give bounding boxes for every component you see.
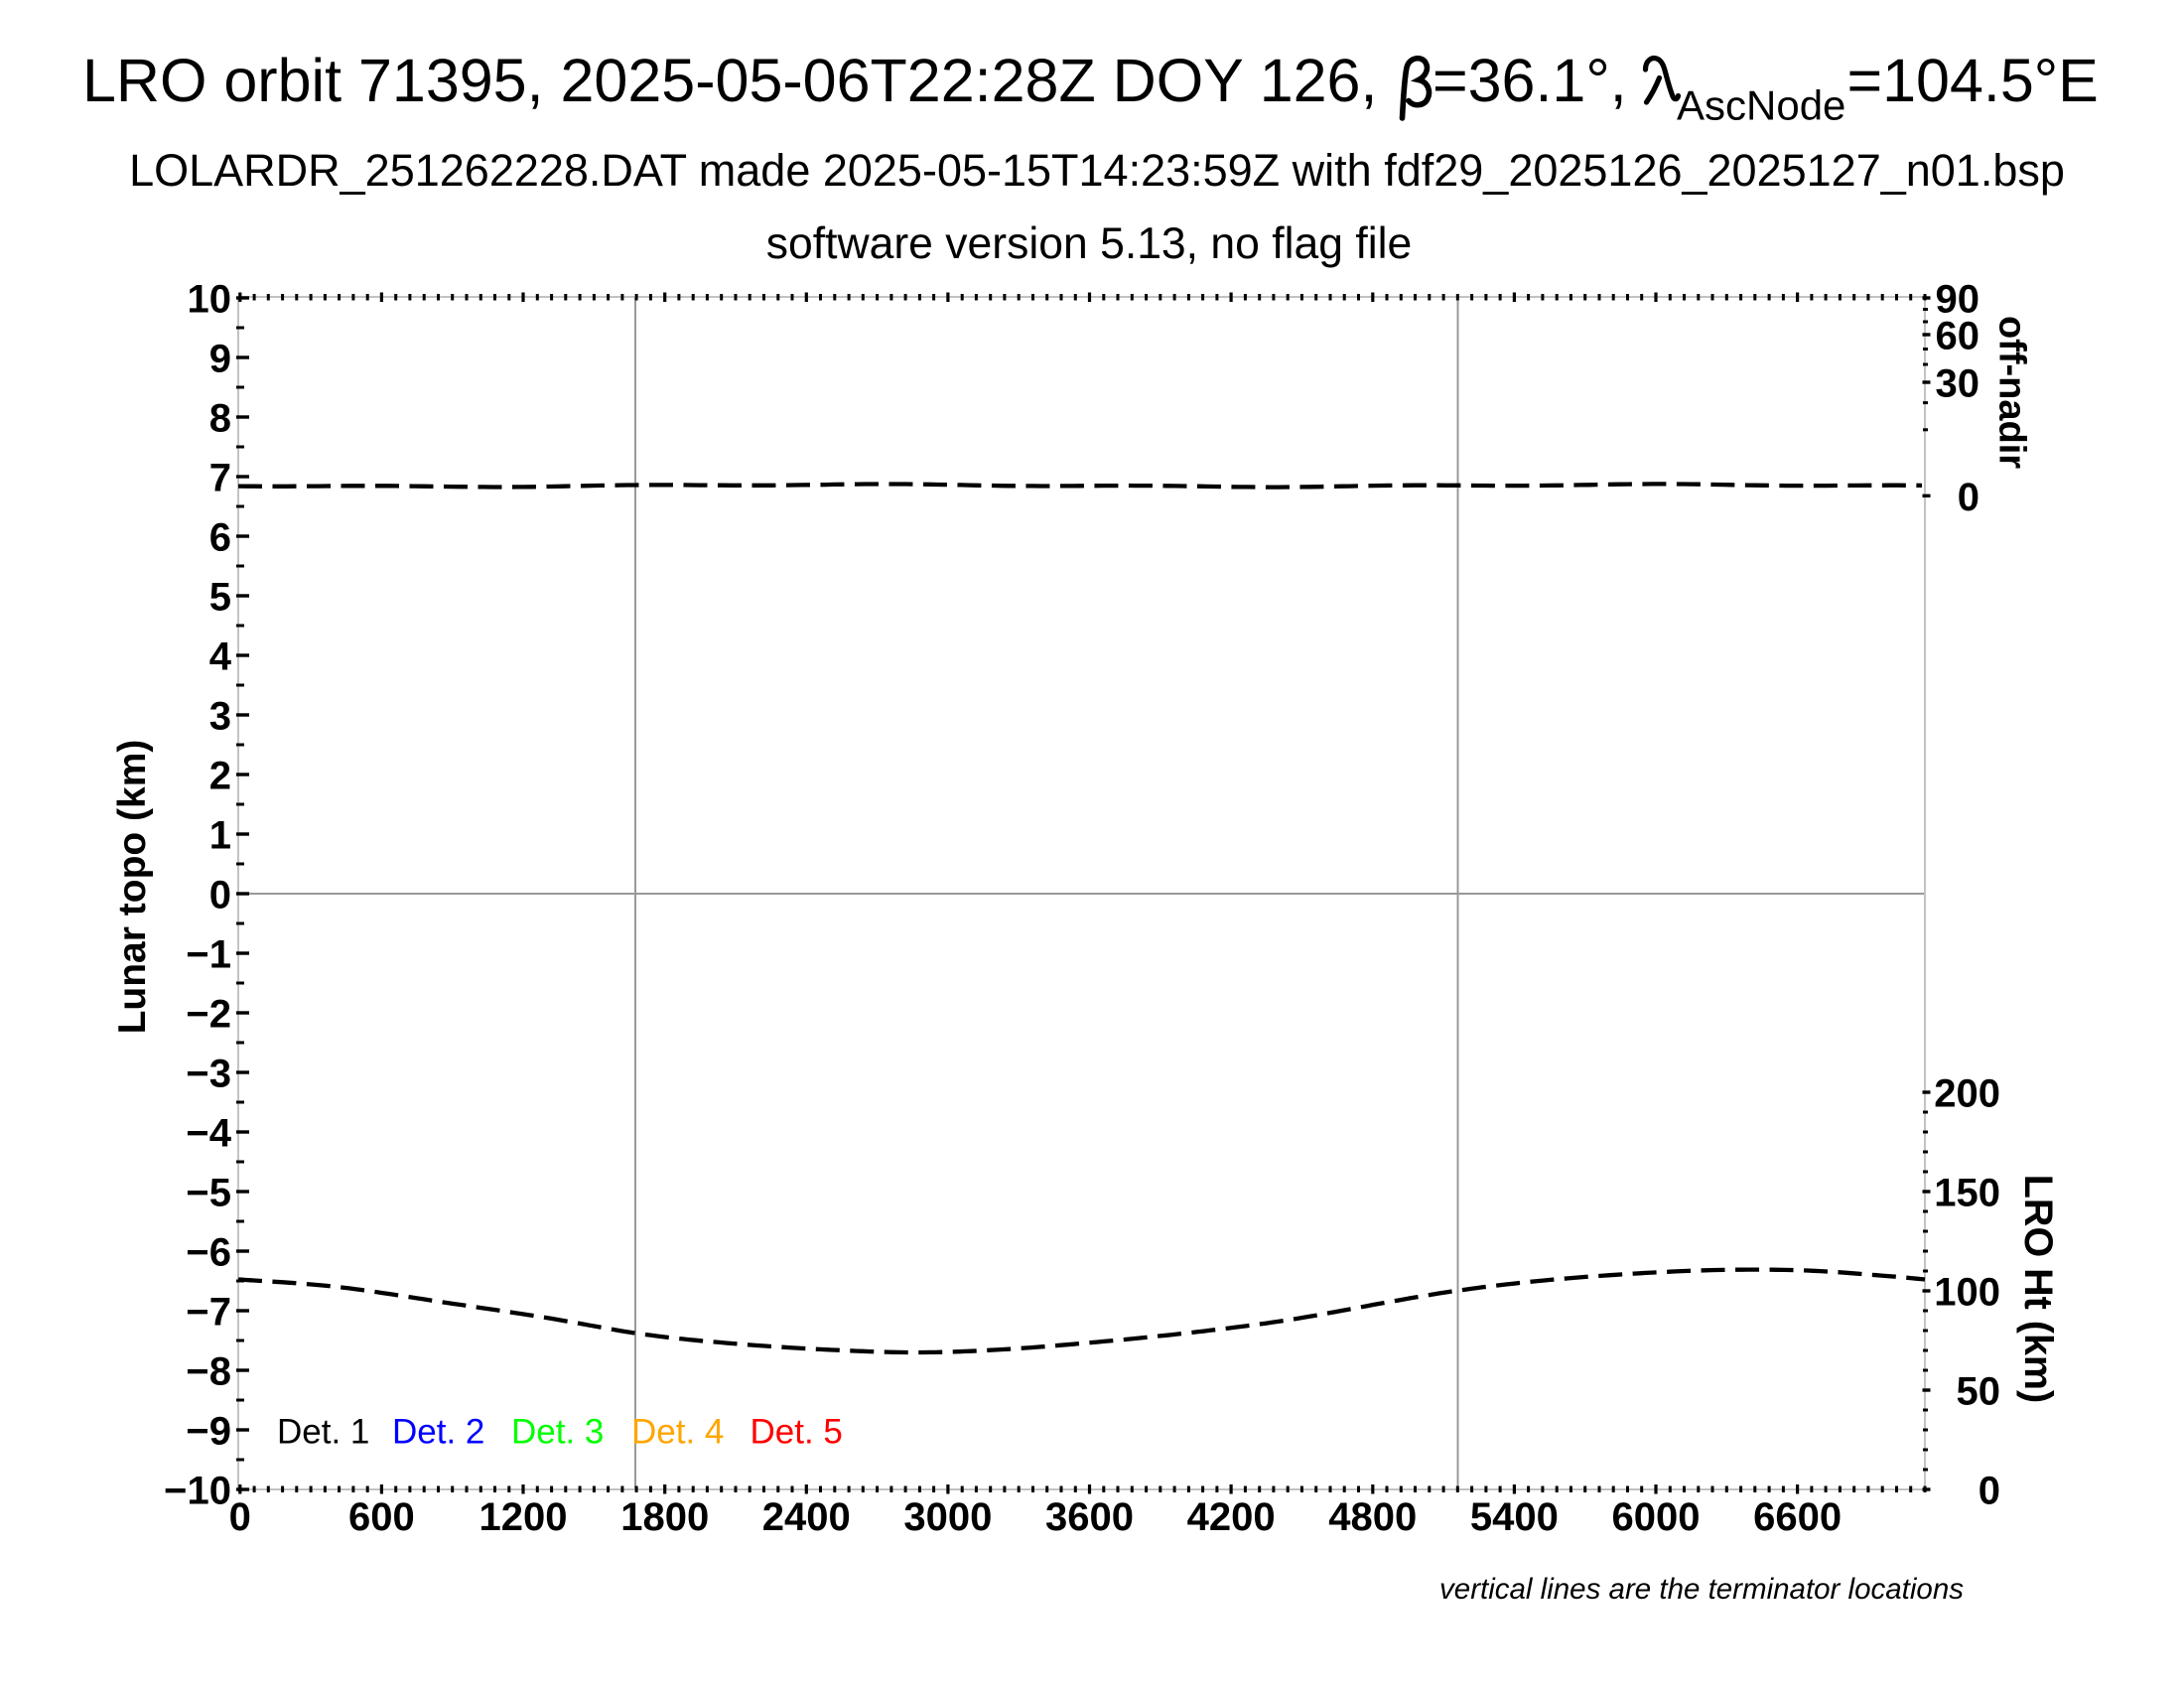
svg-text:=36.1°,: =36.1°, [1433,47,1627,114]
svg-text:90: 90 [1936,278,1980,322]
svg-text:5: 5 [209,576,231,620]
svg-text:4: 4 [209,635,232,679]
svg-text:0: 0 [209,874,231,917]
svg-text:3: 3 [209,695,231,739]
svg-text:−1: −1 [186,933,231,977]
svg-text:off-nadir: off-nadir [1991,316,2033,469]
svg-text:−3: −3 [186,1053,231,1096]
svg-text:5400: 5400 [1470,1495,1559,1539]
svg-text:3600: 3600 [1045,1495,1134,1539]
svg-text:−10: −10 [164,1470,231,1513]
svg-text:−6: −6 [186,1231,231,1275]
svg-text:−7: −7 [186,1291,231,1335]
svg-text:30: 30 [1936,362,1980,406]
svg-text:Det. 1: Det. 1 [277,1413,369,1452]
svg-text:0: 0 [1958,476,1979,519]
svg-text:100: 100 [1934,1271,2000,1315]
svg-text:Det. 2: Det. 2 [392,1413,484,1452]
svg-text:9: 9 [209,338,231,381]
svg-text:=104.5°E: =104.5°E [1847,47,2099,114]
svg-text:AscNode: AscNode [1677,82,1845,129]
svg-text:50: 50 [1957,1370,2001,1414]
svg-text:60: 60 [1936,315,1980,358]
svg-text:LOLARDR_251262228.DAT made 202: LOLARDR_251262228.DAT made 2025-05-15T14… [129,145,2065,196]
svg-text:0: 0 [229,1495,251,1539]
svg-text:6600: 6600 [1753,1495,1842,1539]
svg-text:vertical lines are the termina: vertical lines are the terminator locati… [1439,1573,1964,1606]
svg-text:−2: −2 [186,993,231,1037]
svg-text:0: 0 [1979,1470,2000,1513]
svg-text:1: 1 [209,814,231,858]
svg-text:4800: 4800 [1328,1495,1417,1539]
svg-text:Det. 4: Det. 4 [631,1413,724,1452]
svg-text:600: 600 [348,1495,415,1539]
svg-text:4200: 4200 [1187,1495,1276,1539]
svg-text:−4: −4 [186,1112,231,1156]
svg-text:7: 7 [209,457,231,500]
svg-text:200: 200 [1934,1072,2000,1116]
svg-text:2400: 2400 [762,1495,851,1539]
svg-text:Det. 3: Det. 3 [511,1413,604,1452]
svg-text:Lunar topo (km): Lunar topo (km) [111,740,154,1035]
svg-text:10: 10 [188,278,232,322]
svg-text:software version 5.13, no flag: software version 5.13, no flag file [766,219,1413,268]
svg-text:1200: 1200 [479,1495,568,1539]
svg-text:150: 150 [1934,1172,2000,1215]
svg-text:−5: −5 [186,1172,231,1215]
svg-text:6: 6 [209,516,231,560]
svg-text:1800: 1800 [620,1495,709,1539]
svg-text:Det. 5: Det. 5 [751,1413,843,1452]
svg-text:2: 2 [209,755,231,798]
svg-text:LRO orbit 71395, 2025-05-06T22: LRO orbit 71395, 2025-05-06T22:28Z DOY 1… [82,47,1377,114]
svg-text:8: 8 [209,397,231,441]
svg-text:−9: −9 [186,1410,231,1454]
svg-text:LRO Ht (km): LRO Ht (km) [2016,1175,2060,1403]
svg-text:−8: −8 [186,1350,231,1394]
svg-text:6000: 6000 [1612,1495,1701,1539]
svg-text:3000: 3000 [903,1495,992,1539]
